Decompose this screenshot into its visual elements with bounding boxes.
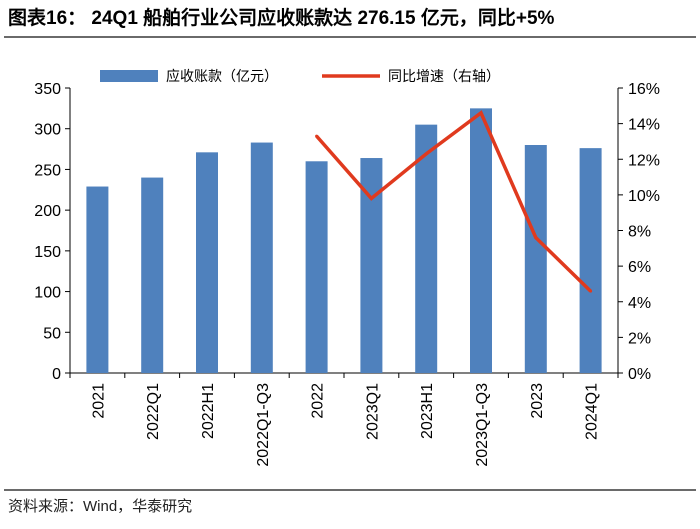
growth-point	[479, 111, 483, 115]
left-tick-label: 300	[34, 122, 61, 139]
right-tick-label: 6%	[628, 259, 651, 276]
x-tick-label: 2023	[529, 383, 546, 419]
chart-area: 应收账款（亿元） 同比增速（右轴） 0 50 100 150 200 250 300 350 0…	[34, 68, 660, 467]
legend-line-label: 同比增速（右轴）	[388, 69, 500, 85]
growth-line	[315, 110, 592, 293]
source-note: 资料来源：Wind，华泰研究	[8, 498, 193, 515]
right-tick-label: 8%	[628, 224, 651, 241]
left-tick-label: 150	[34, 244, 61, 261]
left-tick-label: 50	[43, 325, 61, 342]
x-tick-label: 2021	[90, 383, 107, 419]
bar	[470, 108, 492, 373]
growth-point	[589, 289, 593, 293]
right-tick-label: 10%	[628, 188, 660, 205]
growth-point	[534, 236, 538, 240]
x-tick-label: 2022	[310, 383, 327, 419]
legend-bar-swatch	[100, 70, 158, 82]
x-tick-label: 2022Q1	[145, 383, 162, 440]
bar	[524, 145, 547, 373]
bar	[250, 142, 273, 373]
chart-title: 图表16： 24Q1 船舶行业公司应收账款达 276.15 亿元，同比+5%	[8, 8, 555, 29]
right-tick-label: 4%	[628, 295, 651, 312]
bar	[415, 124, 438, 374]
x-tick-label: 2024Q1	[584, 383, 601, 440]
right-tick-label: 0%	[628, 366, 651, 383]
legend: 应收账款（亿元） 同比增速（右轴）	[100, 68, 500, 85]
x-tick-label: 2022H1	[200, 383, 217, 439]
left-tick-label: 0	[52, 366, 61, 383]
title-divider	[4, 36, 696, 38]
growth-point	[424, 152, 428, 156]
left-tick-label: 250	[34, 162, 61, 179]
legend-bar-label: 应收账款（亿元）	[166, 68, 278, 85]
left-tick-label: 200	[34, 203, 61, 220]
right-tick-label: 14%	[628, 117, 660, 134]
growth-point	[369, 196, 373, 200]
growth-point	[315, 134, 319, 138]
right-tick-label: 12%	[628, 152, 660, 169]
bar	[141, 177, 164, 373]
bar	[305, 161, 328, 373]
left-tick-label: 350	[34, 81, 61, 98]
x-tick-label: 2023Q1	[364, 383, 381, 440]
x-tick-label: 2022Q1-Q3	[255, 383, 272, 467]
bar	[196, 152, 218, 373]
bar	[86, 186, 109, 373]
footer-divider	[4, 489, 696, 491]
bar	[579, 148, 602, 373]
left-tick-label: 100	[34, 285, 61, 302]
x-tick-label: 2023Q1-Q3	[474, 383, 491, 467]
bar	[360, 158, 383, 373]
right-tick-label: 2%	[628, 330, 651, 347]
right-tick-label: 16%	[628, 81, 660, 98]
x-tick-label: 2023H1	[419, 383, 436, 439]
